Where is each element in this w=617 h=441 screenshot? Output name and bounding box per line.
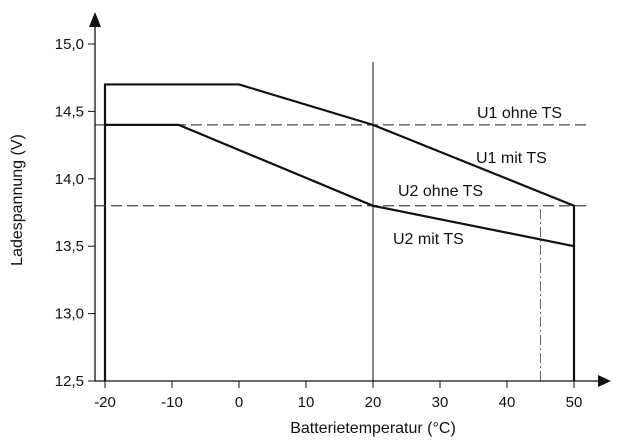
y-tick-label: 13,5 [55,238,84,255]
x-tick-label: 0 [235,394,243,411]
reference-lines [372,62,541,381]
series-label-u1-mit-ts: U1 mit TS [476,150,547,167]
x-tick-label: 30 [432,394,449,411]
series-label-u2-mit-ts: U2 mit TS [393,231,464,248]
y-tick-label: 13,0 [55,306,84,323]
x-tick-label: 50 [566,394,583,411]
series-line-u1-mit-ts [103,83,576,381]
series-label-u2-ohne-ts: U2 ohne TS [398,183,483,200]
x-tick-label: 10 [298,394,315,411]
y-tick-label: 14,0 [55,171,84,188]
series-lines [95,83,586,381]
x-tick-label: -20 [94,394,116,411]
x-tick-label: -10 [161,394,183,411]
y-tick-label: 15,0 [55,36,84,53]
y-axis-arrow [89,12,101,27]
x-tick-label: 40 [499,394,516,411]
y-tick-label: 12,5 [55,373,84,390]
tick-labels: -20 -10 0 10 20 30 40 50 12,5 13,0 13,5 14,0 14,5 15,… [55,36,583,411]
y-axis-title: Ladespannung (V) [9,134,26,266]
series-line-u2-mit-ts [105,123,575,248]
y-tick-label: 14,5 [55,103,84,120]
x-axis-title: Batterietemperatur (°C) [290,420,456,437]
x-tick-label: 20 [365,394,382,411]
x-axis-arrow [598,375,611,387]
axes [88,12,611,388]
series-label-u1-ohne-ts: U1 ohne TS [477,105,562,122]
series-labels: U1 ohne TS U1 mit TS U2 ohne TS U2 mit TS [393,105,562,248]
